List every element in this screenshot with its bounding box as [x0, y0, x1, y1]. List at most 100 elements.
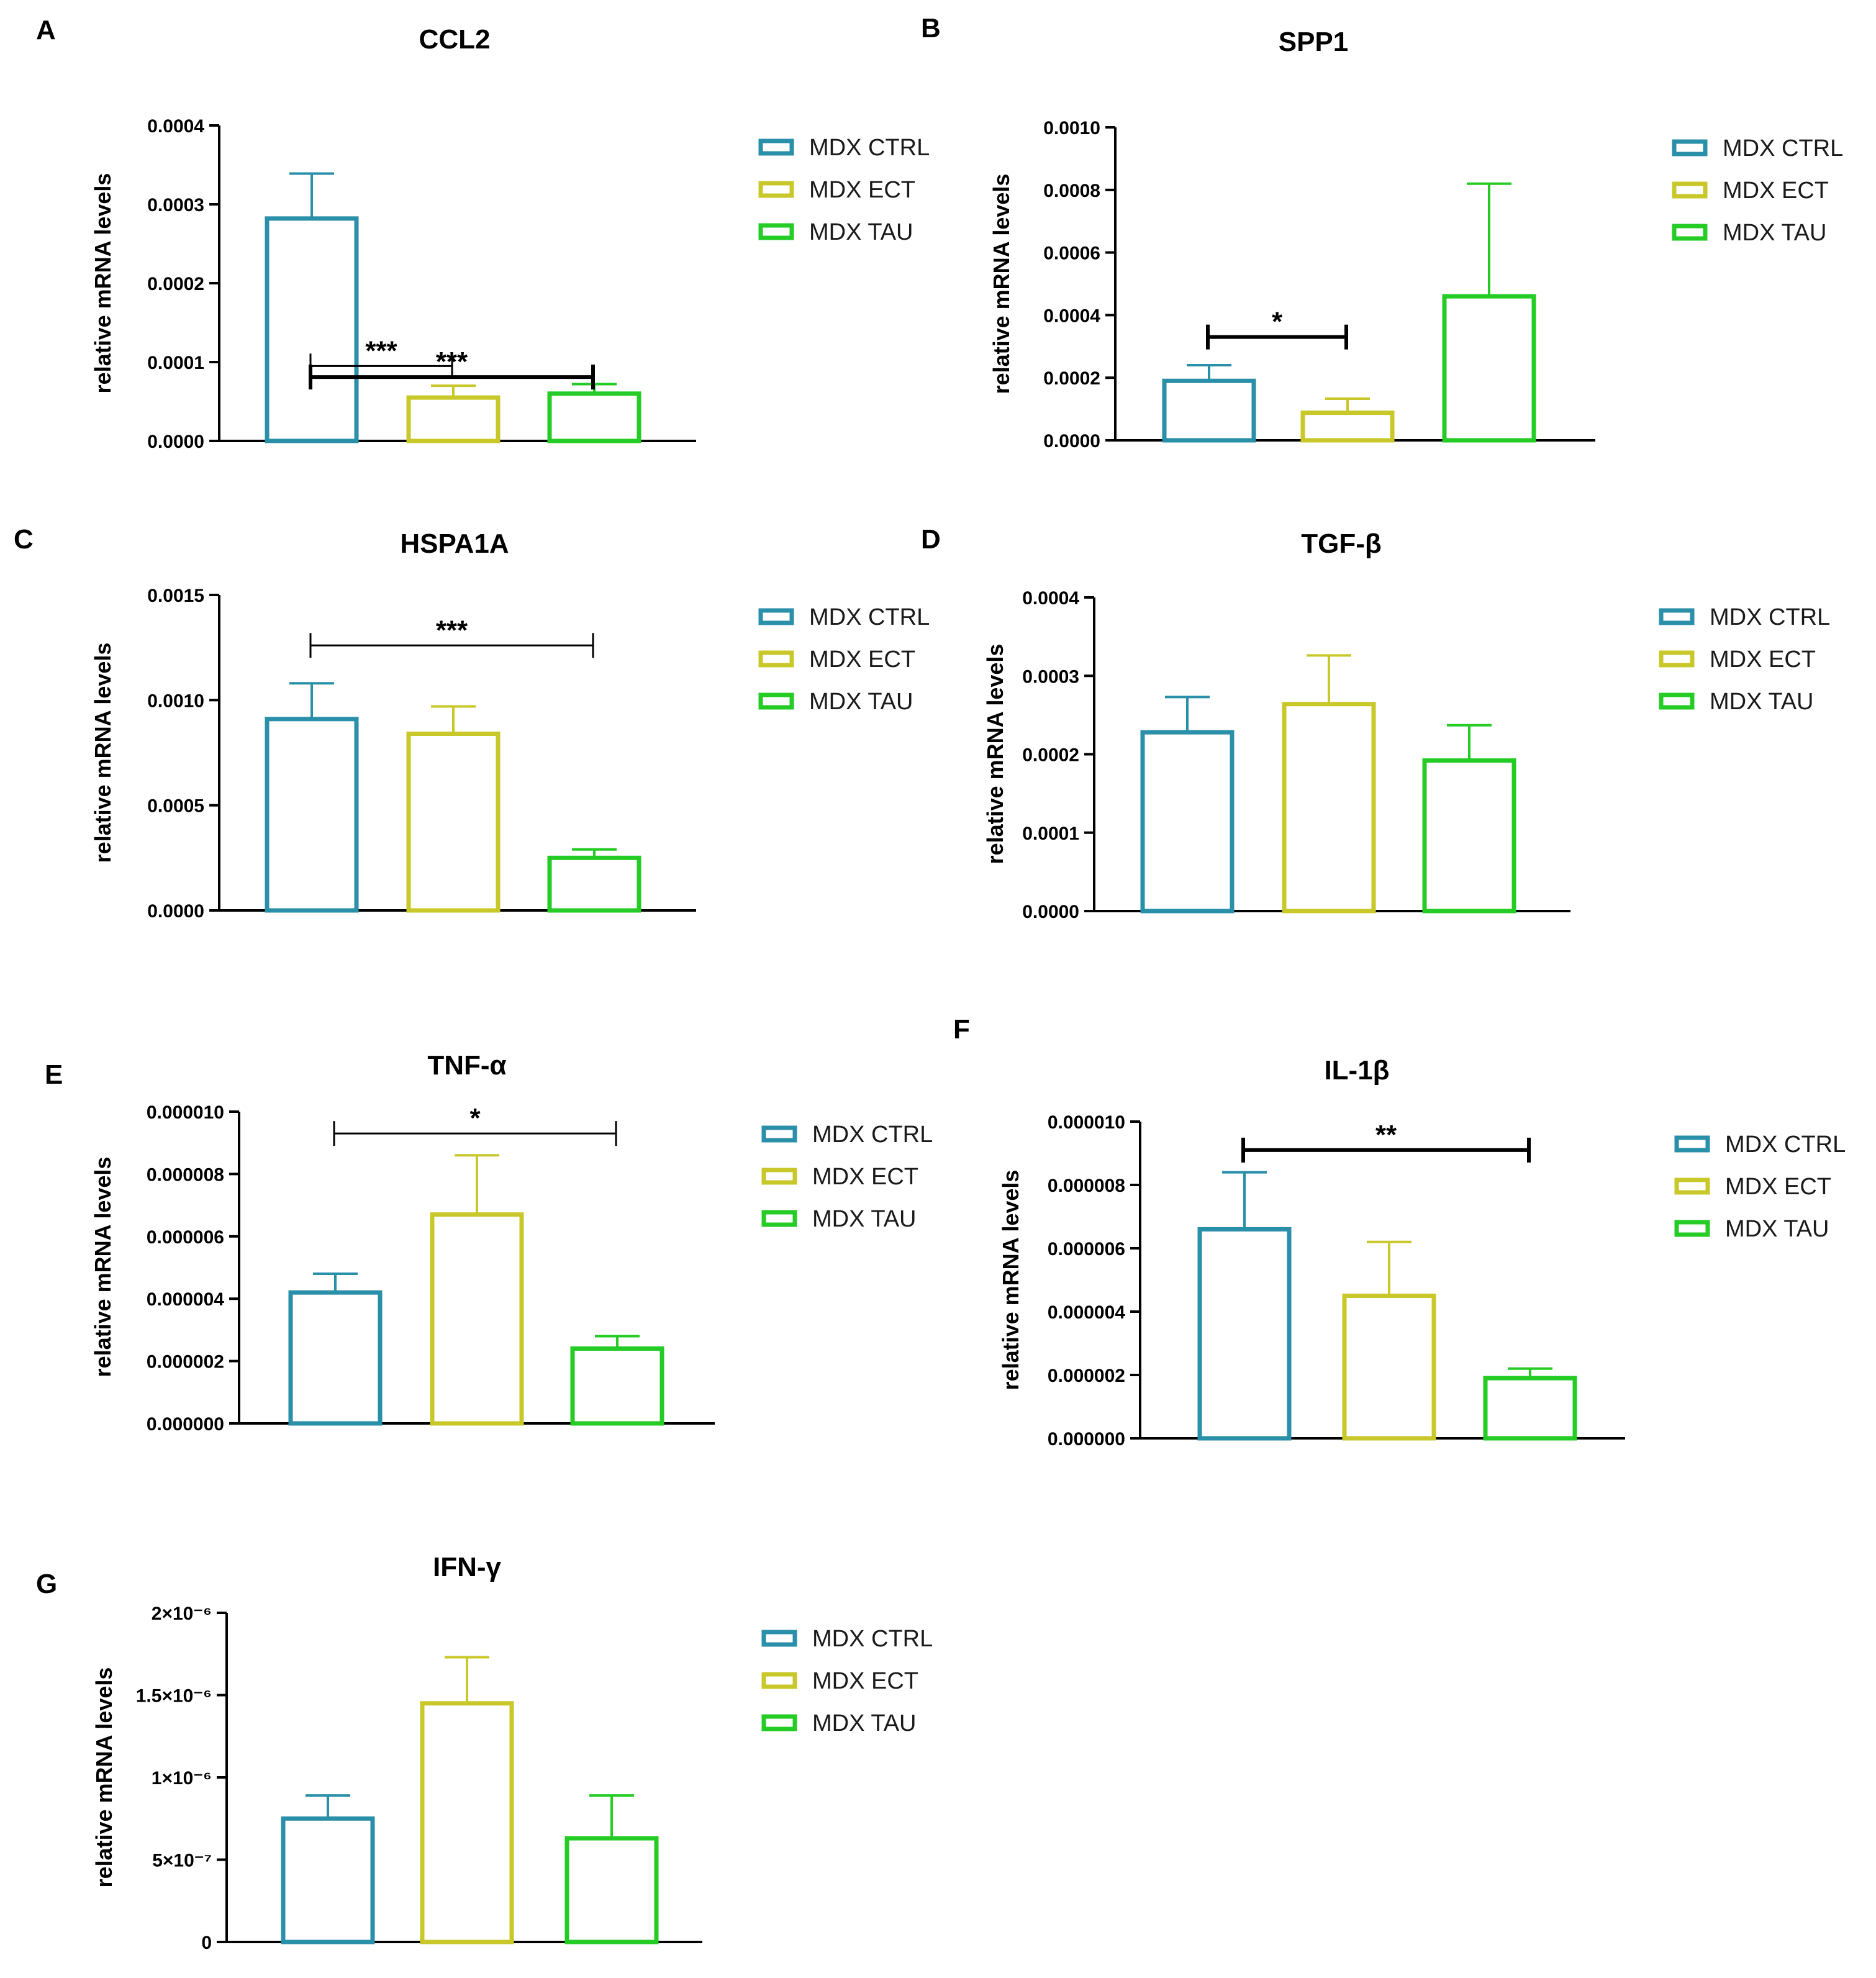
legend-label-ctrl: MDX CTRL	[1723, 135, 1843, 161]
legend-swatch-ctrl	[761, 1125, 797, 1143]
y-tick-label: 0.000002	[147, 1352, 224, 1372]
bar-tau	[564, 1836, 659, 1944]
y-tick-label: 0.0008	[1043, 181, 1100, 201]
significance-label: *	[469, 1103, 481, 1133]
legend-label-tau: MDX TAU	[812, 1206, 917, 1232]
panel-letter: B	[921, 13, 941, 43]
y-tick-label: 0.000004	[147, 1289, 224, 1310]
legend-swatch-ect	[761, 1168, 797, 1185]
y-axis-label: relative mRNA levels	[90, 643, 116, 863]
legend-swatch-ctrl	[758, 608, 794, 625]
y-tick-label: 0.0004	[147, 116, 204, 137]
y-tick-label: 0.0010	[147, 691, 204, 711]
y-tick-label: 0.0010	[1043, 118, 1100, 138]
legend-label-tau: MDX TAU	[809, 689, 913, 715]
y-tick-label: 0.0002	[1022, 745, 1079, 766]
chart-panel-e: E TNF-α relative mRNA levels 0.000000 0.0000…	[45, 1050, 933, 1435]
panel-letter: C	[14, 524, 34, 555]
chart-title: IFN-γ	[433, 1552, 502, 1582]
chart-panel-f: F IL-1β relative mRNA levels 0.000000 0.0000…	[953, 1014, 1846, 1449]
y-tick-label: 5×10⁻⁷	[152, 1851, 212, 1871]
y-tick-label: 0.0003	[1022, 666, 1079, 687]
y-tick-label: 0.0006	[1043, 243, 1100, 264]
panel-letter: F	[953, 1014, 970, 1045]
y-axis-label: relative mRNA levels	[91, 1667, 117, 1888]
y-tick-label: 0	[201, 1933, 212, 1953]
significance-label: ***	[436, 347, 468, 377]
legend-swatch-tau	[1674, 1220, 1710, 1237]
chart-panel-b: B SPP1 relative mRNA levels 0.0000 0.0002 0.0…	[921, 13, 1843, 451]
y-tick-label: 0.0002	[1043, 368, 1100, 389]
bar-tau	[547, 855, 641, 913]
legend-label-ctrl: MDX CTRL	[1710, 604, 1830, 630]
legend-label-ect: MDX ECT	[1723, 178, 1829, 204]
y-tick-label: 1×10⁻⁶	[152, 1768, 212, 1789]
bar-ctrl	[265, 717, 359, 913]
legend-label-ect: MDX ECT	[809, 646, 915, 673]
legend-swatch-tau	[758, 223, 794, 240]
legend-swatch-tau	[761, 1210, 797, 1227]
bar-tau	[1442, 294, 1536, 443]
legend-label-ect: MDX ECT	[1710, 646, 1816, 673]
y-axis-label: relative mRNA levels	[982, 644, 1008, 864]
bar-ect	[406, 732, 501, 913]
legend-label-tau: MDX TAU	[1710, 689, 1814, 715]
legend-label-ctrl: MDX CTRL	[809, 604, 930, 630]
y-tick-label: 0.000008	[147, 1164, 224, 1185]
legend-label-tau: MDX TAU	[809, 219, 913, 245]
legend-swatch-ect	[1674, 1177, 1710, 1195]
y-tick-label: 0.0003	[147, 195, 204, 215]
chart-title: TNF-α	[427, 1050, 506, 1081]
bar-tau	[547, 391, 641, 443]
significance-label: ***	[365, 335, 397, 366]
panel-letter: G	[36, 1569, 57, 1599]
legend-swatch-tau	[761, 1714, 797, 1731]
chart-title: SPP1	[1279, 27, 1349, 57]
legend-swatch-ctrl	[758, 138, 794, 156]
y-axis-label: relative mRNA levels	[989, 174, 1014, 394]
bar-tau	[1483, 1376, 1577, 1441]
legend-swatch-ect	[761, 1672, 797, 1689]
y-tick-label: 0.000010	[147, 1102, 224, 1123]
legend-swatch-tau	[758, 692, 794, 710]
bar-ect	[1342, 1294, 1436, 1441]
y-tick-label: 0.0005	[147, 796, 204, 817]
y-tick-label: 2×10⁻⁶	[152, 1604, 212, 1624]
y-tick-label: 0.0000	[1022, 902, 1079, 922]
bar-ect	[430, 1212, 524, 1426]
legend-swatch-ctrl	[1674, 1135, 1710, 1153]
legend-swatch-ctrl	[1659, 608, 1695, 625]
y-tick-label: 0.000010	[1048, 1112, 1125, 1133]
y-tick-label: 0.0000	[147, 901, 204, 922]
legend-swatch-ect	[758, 181, 794, 198]
chart-panel-c: C HSPA1A relative mRNA levels 0.0000 0.0005 0…	[14, 524, 930, 922]
legend-label-tau: MDX TAU	[812, 1710, 917, 1736]
y-axis-label: relative mRNA levels	[90, 173, 116, 394]
legend-label-tau: MDX TAU	[1723, 220, 1827, 246]
legend-label-ctrl: MDX CTRL	[812, 1626, 933, 1652]
legend-label-tau: MDX TAU	[1725, 1216, 1829, 1242]
y-tick-label: 0.000004	[1048, 1302, 1125, 1323]
significance-label: *	[1272, 307, 1283, 337]
bar-tau	[1422, 758, 1516, 914]
bar-ect	[1300, 411, 1395, 443]
legend-swatch-ect	[1659, 650, 1695, 668]
bar-ect	[406, 395, 501, 443]
significance-label: ***	[436, 615, 468, 645]
legend-label-ctrl: MDX CTRL	[1725, 1132, 1846, 1158]
chart-title: CCL2	[419, 24, 491, 55]
chart-panel-a: A CCL2 relative mRNA levels 0.0000 0.0001 0.0…	[36, 15, 930, 452]
y-tick-label: 0.0001	[1022, 823, 1079, 844]
bar-tau	[570, 1346, 664, 1426]
chart-title: HSPA1A	[400, 529, 509, 559]
significance-label: **	[1375, 1120, 1397, 1150]
y-tick-label: 0.000002	[1048, 1366, 1125, 1386]
bar-ctrl	[1197, 1227, 1292, 1441]
legend-swatch-tau	[1659, 692, 1695, 710]
y-tick-label: 0.000006	[147, 1227, 224, 1248]
y-tick-label: 1.5×10⁻⁶	[136, 1686, 212, 1707]
legend-label-ect: MDX ECT	[812, 1164, 918, 1190]
bar-ctrl	[281, 1816, 375, 1944]
chart-panel-g: G IFN-γ relative mRNA levels 0 5×10⁻⁷ 1×10⁻⁶ 1…	[36, 1552, 933, 1953]
